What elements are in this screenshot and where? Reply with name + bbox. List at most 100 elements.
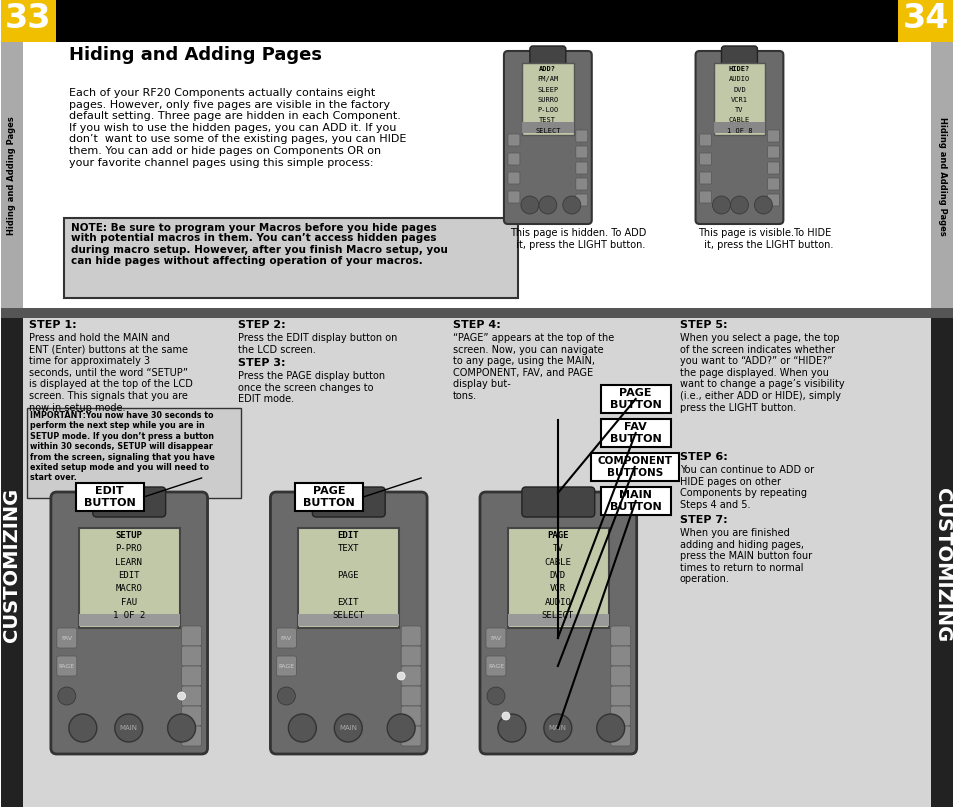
Text: This page is visible.To HIDE
  it, press the LIGHT button.: This page is visible.To HIDE it, press t… xyxy=(697,228,832,249)
Bar xyxy=(600,487,670,515)
FancyBboxPatch shape xyxy=(576,146,587,158)
FancyBboxPatch shape xyxy=(57,656,77,676)
Text: STEP 5:: STEP 5: xyxy=(679,320,726,330)
Text: PAGE: PAGE xyxy=(546,531,568,540)
Bar xyxy=(600,385,670,413)
Bar xyxy=(295,483,363,511)
Text: FAV: FAV xyxy=(280,635,292,641)
Text: SELECT: SELECT xyxy=(535,128,560,134)
Circle shape xyxy=(277,687,295,705)
Text: COMPONENT
BUTTONS: COMPONENT BUTTONS xyxy=(597,456,672,478)
Text: NOTE:: NOTE: xyxy=(71,223,107,233)
Circle shape xyxy=(712,196,730,214)
Bar xyxy=(713,122,764,133)
Bar xyxy=(1,308,952,318)
Text: STEP 1:: STEP 1: xyxy=(29,320,76,330)
Circle shape xyxy=(168,714,195,742)
Text: Hiding and Adding Pages: Hiding and Adding Pages xyxy=(69,46,321,64)
Text: SELECT: SELECT xyxy=(541,611,574,620)
FancyBboxPatch shape xyxy=(610,686,630,706)
FancyBboxPatch shape xyxy=(485,656,505,676)
Text: PAGE: PAGE xyxy=(337,571,358,580)
Circle shape xyxy=(754,196,772,214)
Text: STEP 3:: STEP 3: xyxy=(238,358,286,368)
Text: DVD: DVD xyxy=(732,86,745,93)
Circle shape xyxy=(288,714,316,742)
Text: FAU: FAU xyxy=(120,598,136,607)
Text: TEST: TEST xyxy=(538,118,556,123)
Text: When you select a page, the top
of the screen indicates whether
you want to “ADD: When you select a page, the top of the s… xyxy=(679,333,843,412)
FancyBboxPatch shape xyxy=(400,686,420,706)
Text: VCR: VCR xyxy=(549,584,565,593)
Text: PAGE
BUTTON: PAGE BUTTON xyxy=(609,388,660,410)
Circle shape xyxy=(177,692,186,700)
FancyBboxPatch shape xyxy=(400,706,420,726)
FancyBboxPatch shape xyxy=(576,162,587,174)
FancyBboxPatch shape xyxy=(699,134,711,146)
Text: FAV: FAV xyxy=(490,635,501,641)
FancyBboxPatch shape xyxy=(400,666,420,686)
Text: P-PRO: P-PRO xyxy=(115,545,142,554)
Text: TEXT: TEXT xyxy=(337,545,358,554)
Circle shape xyxy=(562,196,580,214)
Text: Press the PAGE display button
once the screen changes to
EDIT mode.: Press the PAGE display button once the s… xyxy=(238,371,385,404)
Text: CUSTOMIZING: CUSTOMIZING xyxy=(932,488,950,642)
Circle shape xyxy=(497,714,525,742)
Text: AUDIO: AUDIO xyxy=(728,77,749,82)
Text: IMPORTANT:You now have 30 seconds to
perform the next step while you are in
SETU: IMPORTANT:You now have 30 seconds to per… xyxy=(30,411,214,483)
Text: EDIT
BUTTON: EDIT BUTTON xyxy=(84,486,135,508)
FancyBboxPatch shape xyxy=(699,172,711,184)
Text: ADD?: ADD? xyxy=(538,66,556,72)
Bar xyxy=(1,42,23,310)
Bar xyxy=(897,0,952,42)
Bar xyxy=(930,318,952,807)
Circle shape xyxy=(58,687,75,705)
FancyBboxPatch shape xyxy=(507,172,519,184)
Text: SURRO: SURRO xyxy=(537,97,558,102)
FancyBboxPatch shape xyxy=(529,46,565,70)
FancyBboxPatch shape xyxy=(507,134,519,146)
Text: EDIT: EDIT xyxy=(337,531,358,540)
Text: 1 OF 8: 1 OF 8 xyxy=(726,128,751,134)
Circle shape xyxy=(543,714,571,742)
Text: MAIN: MAIN xyxy=(119,725,137,731)
Text: SELECT: SELECT xyxy=(332,611,364,620)
FancyBboxPatch shape xyxy=(766,178,779,190)
Text: Hiding and Adding Pages: Hiding and Adding Pages xyxy=(8,117,16,236)
FancyBboxPatch shape xyxy=(181,666,201,686)
Bar xyxy=(64,218,517,298)
FancyBboxPatch shape xyxy=(181,626,201,646)
Text: STEP 7:: STEP 7: xyxy=(679,515,726,525)
Text: SLEEP: SLEEP xyxy=(537,86,558,93)
FancyBboxPatch shape xyxy=(400,726,420,746)
Text: P-LOO: P-LOO xyxy=(537,107,558,113)
FancyBboxPatch shape xyxy=(51,492,208,754)
Circle shape xyxy=(597,714,624,742)
Text: EXIT: EXIT xyxy=(337,598,358,607)
FancyBboxPatch shape xyxy=(610,646,630,666)
Text: This page is hidden. To ADD
  it, press the LIGHT button.: This page is hidden. To ADD it, press th… xyxy=(510,228,645,249)
FancyBboxPatch shape xyxy=(695,51,782,224)
Circle shape xyxy=(730,196,748,214)
FancyBboxPatch shape xyxy=(181,726,201,746)
FancyBboxPatch shape xyxy=(276,656,296,676)
FancyBboxPatch shape xyxy=(503,51,591,224)
FancyBboxPatch shape xyxy=(576,178,587,190)
Text: FM/AM: FM/AM xyxy=(537,77,558,82)
Text: CABLE: CABLE xyxy=(544,558,571,567)
Text: “PAGE” appears at the top of the
screen. Now, you can navigate
to any page, usin: “PAGE” appears at the top of the screen.… xyxy=(453,333,614,401)
Circle shape xyxy=(396,672,405,680)
FancyBboxPatch shape xyxy=(720,46,757,70)
Text: AUDIO: AUDIO xyxy=(544,598,571,607)
Bar xyxy=(1,0,56,42)
FancyBboxPatch shape xyxy=(521,487,594,517)
FancyBboxPatch shape xyxy=(479,492,636,754)
Text: Hiding and Adding Pages: Hiding and Adding Pages xyxy=(937,117,945,236)
Text: MAIN
BUTTON: MAIN BUTTON xyxy=(609,490,660,512)
FancyBboxPatch shape xyxy=(610,706,630,726)
Bar xyxy=(1,318,23,807)
FancyBboxPatch shape xyxy=(181,646,201,666)
Bar xyxy=(521,63,573,135)
Bar xyxy=(298,528,398,628)
Text: MAIN: MAIN xyxy=(339,725,356,731)
